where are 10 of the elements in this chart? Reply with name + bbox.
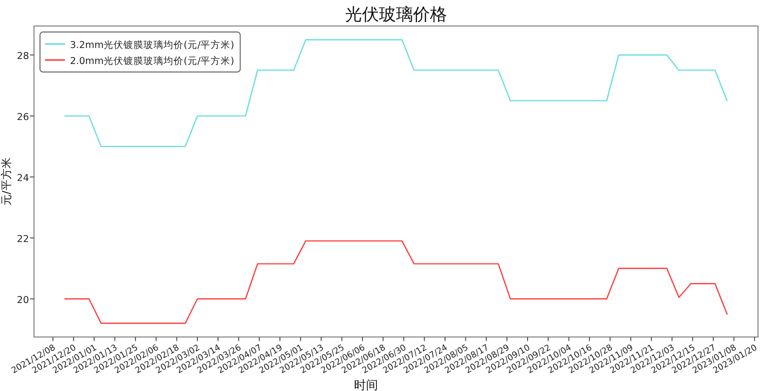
- legend-label: 2.0mm光伏镀膜玻璃均价(元/平方米): [70, 55, 234, 67]
- chart-title: 光伏玻璃价格: [345, 5, 447, 25]
- y-tick-label: 28: [16, 50, 29, 62]
- y-tick-label: 20: [16, 294, 29, 306]
- y-axis-title: 元/平方米: [0, 158, 13, 206]
- y-tick-label: 22: [16, 234, 29, 245]
- x-axis-title: 时间: [354, 378, 378, 391]
- y-tick-label: 26: [16, 112, 29, 123]
- y-tick-label: 24: [16, 172, 29, 184]
- legend-label: 3.2mm光伏镀膜玻璃均价(元/平方米): [70, 39, 234, 51]
